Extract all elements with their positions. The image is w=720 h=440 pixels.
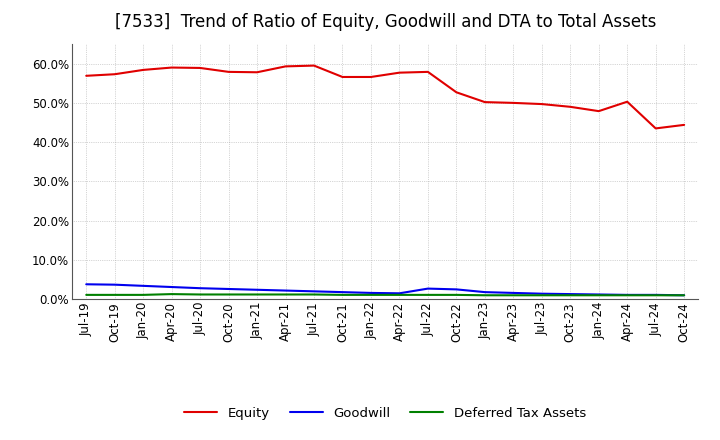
Goodwill — [310, 289, 318, 294]
Deferred Tax Assets — [110, 292, 119, 297]
Deferred Tax Assets — [196, 292, 204, 297]
Equity — [680, 122, 688, 128]
Equity — [595, 109, 603, 114]
Equity — [366, 74, 375, 80]
Goodwill — [139, 283, 148, 289]
Goodwill — [225, 286, 233, 292]
Deferred Tax Assets — [310, 292, 318, 297]
Equity — [452, 90, 461, 95]
Goodwill — [253, 287, 261, 293]
Equity — [82, 73, 91, 78]
Goodwill — [395, 291, 404, 296]
Equity — [310, 63, 318, 68]
Equity — [566, 104, 575, 110]
Goodwill — [680, 293, 688, 298]
Equity — [480, 99, 489, 105]
Deferred Tax Assets — [423, 292, 432, 297]
Goodwill — [595, 292, 603, 297]
Goodwill — [366, 290, 375, 296]
Equity — [253, 70, 261, 75]
Goodwill — [537, 291, 546, 297]
Equity — [652, 126, 660, 131]
Deferred Tax Assets — [480, 293, 489, 298]
Deferred Tax Assets — [82, 292, 91, 297]
Deferred Tax Assets — [338, 292, 347, 297]
Equity — [537, 102, 546, 107]
Goodwill — [110, 282, 119, 287]
Legend: Equity, Goodwill, Deferred Tax Assets: Equity, Goodwill, Deferred Tax Assets — [179, 402, 591, 425]
Goodwill — [509, 290, 518, 296]
Deferred Tax Assets — [167, 291, 176, 297]
Deferred Tax Assets — [680, 293, 688, 298]
Deferred Tax Assets — [566, 293, 575, 298]
Equity — [623, 99, 631, 104]
Goodwill — [423, 286, 432, 291]
Goodwill — [480, 290, 489, 295]
Deferred Tax Assets — [253, 292, 261, 297]
Deferred Tax Assets — [225, 292, 233, 297]
Deferred Tax Assets — [509, 293, 518, 298]
Line: Deferred Tax Assets: Deferred Tax Assets — [86, 294, 684, 295]
Deferred Tax Assets — [652, 293, 660, 298]
Deferred Tax Assets — [537, 293, 546, 298]
Equity — [167, 65, 176, 70]
Equity — [139, 67, 148, 73]
Line: Equity: Equity — [86, 66, 684, 128]
Deferred Tax Assets — [139, 292, 148, 297]
Goodwill — [82, 282, 91, 287]
Equity — [338, 74, 347, 80]
Goodwill — [167, 284, 176, 290]
Deferred Tax Assets — [452, 292, 461, 297]
Title: [7533]  Trend of Ratio of Equity, Goodwill and DTA to Total Assets: [7533] Trend of Ratio of Equity, Goodwil… — [114, 13, 656, 31]
Equity — [196, 65, 204, 70]
Goodwill — [623, 292, 631, 297]
Equity — [509, 100, 518, 106]
Equity — [225, 69, 233, 74]
Deferred Tax Assets — [282, 292, 290, 297]
Line: Goodwill: Goodwill — [86, 284, 684, 295]
Goodwill — [566, 291, 575, 297]
Equity — [423, 69, 432, 74]
Goodwill — [282, 288, 290, 293]
Goodwill — [452, 287, 461, 292]
Deferred Tax Assets — [595, 293, 603, 298]
Deferred Tax Assets — [366, 292, 375, 297]
Equity — [110, 72, 119, 77]
Goodwill — [196, 286, 204, 291]
Equity — [395, 70, 404, 75]
Deferred Tax Assets — [623, 293, 631, 298]
Deferred Tax Assets — [395, 292, 404, 297]
Goodwill — [338, 290, 347, 295]
Equity — [282, 64, 290, 69]
Goodwill — [652, 292, 660, 297]
